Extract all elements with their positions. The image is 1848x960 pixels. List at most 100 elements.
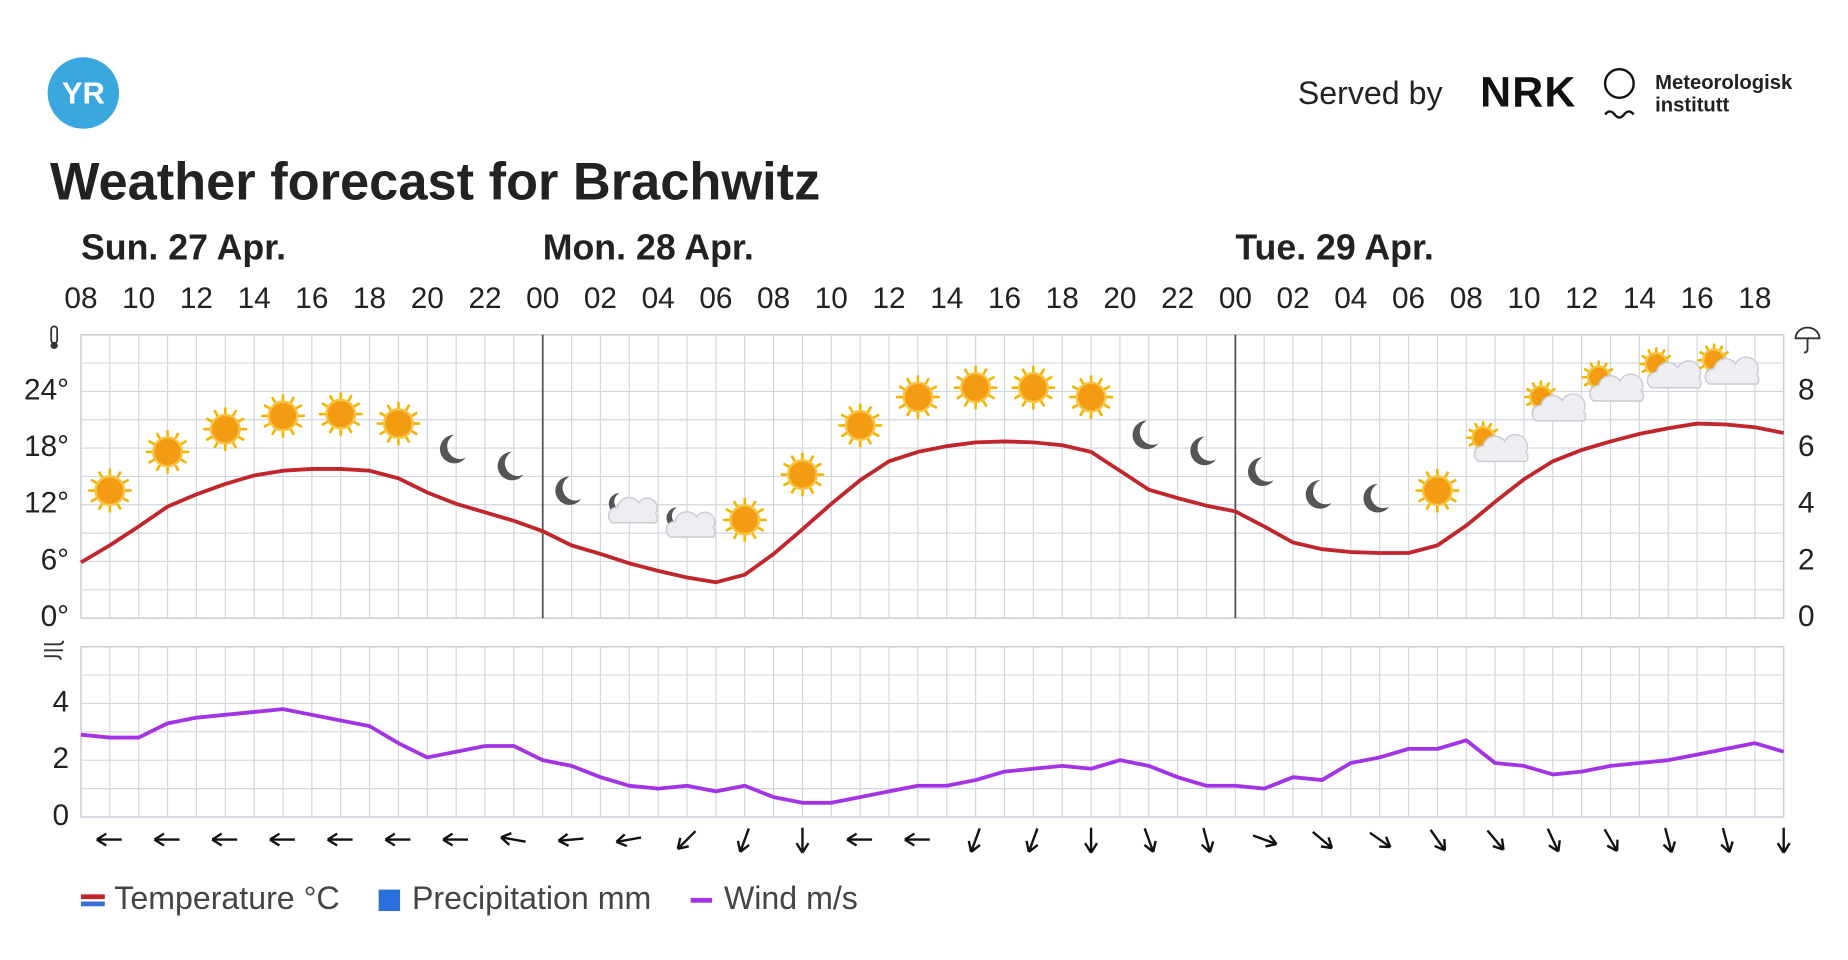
arrow-shaft bbox=[1369, 831, 1391, 848]
sun-ray bbox=[848, 406, 854, 414]
sun-disc bbox=[844, 409, 876, 441]
arrow-shaft bbox=[559, 837, 584, 842]
wind-arrow bbox=[153, 832, 180, 847]
sun-ray bbox=[294, 422, 303, 428]
umbrella-icon bbox=[1794, 326, 1821, 354]
y-tick-label: 24° bbox=[24, 373, 69, 406]
wind-arrow bbox=[1312, 831, 1334, 850]
weather-symbol bbox=[1524, 380, 1587, 422]
sun-ray bbox=[289, 427, 295, 436]
wind-arrow bbox=[500, 832, 526, 846]
x-tick-label: 12 bbox=[180, 282, 213, 315]
weather-symbol bbox=[1639, 347, 1702, 389]
sun-ray bbox=[1418, 496, 1426, 503]
sun-ray bbox=[206, 435, 214, 441]
wind-arrow bbox=[1200, 827, 1215, 854]
sun-disc bbox=[152, 436, 184, 468]
sun-ray bbox=[808, 455, 815, 463]
wind-arrow bbox=[1776, 827, 1791, 854]
weather-symbol bbox=[607, 493, 658, 524]
arrow-shaft bbox=[677, 830, 697, 849]
wind-arrow bbox=[795, 827, 810, 854]
arrow-head bbox=[1320, 836, 1334, 850]
arrow-head bbox=[1720, 841, 1734, 854]
arrow-head bbox=[96, 832, 107, 847]
x-tick-label: 04 bbox=[1334, 282, 1367, 315]
arrow-head bbox=[676, 837, 689, 851]
sun-disc bbox=[786, 459, 818, 491]
sun-ray bbox=[898, 403, 907, 409]
sun-ray bbox=[213, 409, 220, 418]
x-tick-label: 22 bbox=[468, 282, 501, 315]
moon bbox=[1132, 420, 1159, 450]
wind-arrow bbox=[1143, 828, 1157, 853]
arrow-head bbox=[1776, 842, 1791, 854]
sun-ray bbox=[1102, 403, 1111, 409]
arrow-shaft bbox=[1603, 828, 1618, 851]
sun-ray bbox=[1526, 387, 1533, 393]
sun-ray bbox=[1449, 478, 1457, 485]
sun-ray bbox=[783, 480, 791, 487]
sun-ray bbox=[981, 368, 988, 376]
sun-ray bbox=[981, 399, 988, 407]
sun-ray bbox=[1045, 393, 1053, 400]
sun-ray bbox=[790, 486, 797, 494]
sun-ray bbox=[840, 413, 849, 420]
weather-symbol bbox=[1466, 420, 1529, 463]
legend-swatch bbox=[80, 894, 105, 900]
sun-ray bbox=[1699, 364, 1706, 370]
nrk-logo: NRK bbox=[1480, 69, 1575, 117]
sun-ray bbox=[1602, 362, 1608, 369]
sun-ray bbox=[963, 399, 970, 407]
sun-disc bbox=[325, 398, 357, 430]
arrow-head bbox=[1200, 841, 1215, 854]
y2-tick-label: 2 bbox=[1798, 543, 1815, 576]
sun-ray bbox=[121, 496, 130, 503]
y-tick-label: 0° bbox=[41, 600, 69, 633]
arrow-head bbox=[1143, 840, 1157, 853]
arrow-head bbox=[500, 832, 512, 846]
sun-ray bbox=[386, 404, 393, 412]
sun-ray bbox=[98, 471, 104, 479]
arrow-head bbox=[269, 832, 281, 847]
weather-symbol bbox=[439, 434, 466, 464]
sun-ray bbox=[790, 455, 797, 463]
x-tick-label: 02 bbox=[584, 282, 617, 315]
legend-swatch bbox=[690, 897, 713, 903]
sun-ray bbox=[404, 404, 411, 412]
sun-ray bbox=[90, 478, 99, 485]
sun-ray bbox=[1079, 377, 1085, 386]
sun-ray bbox=[1607, 368, 1614, 373]
sun-disc bbox=[1075, 381, 1107, 413]
x-tick-label: 04 bbox=[642, 282, 675, 315]
weather-symbol bbox=[1415, 468, 1460, 513]
arrow-head bbox=[384, 832, 396, 847]
sun-ray bbox=[814, 462, 822, 469]
sun-ray bbox=[1545, 382, 1550, 389]
sun-ray bbox=[924, 377, 930, 386]
sun-ray bbox=[1014, 375, 1022, 382]
sun-ray bbox=[987, 375, 995, 382]
wind-arrow bbox=[1025, 828, 1039, 853]
sun-disc bbox=[382, 408, 414, 440]
arrow-head bbox=[846, 832, 858, 847]
sun-ray bbox=[148, 440, 156, 446]
arrow-head bbox=[211, 832, 223, 847]
sun-ray bbox=[236, 435, 245, 441]
x-tick-label: 08 bbox=[757, 282, 790, 315]
arrow-shaft bbox=[1143, 828, 1154, 852]
sun-ray bbox=[1549, 387, 1556, 393]
wind-arrow bbox=[269, 832, 295, 847]
sun-ray bbox=[352, 402, 360, 408]
arrow-head bbox=[1548, 840, 1561, 853]
y2-tick-label: 8 bbox=[1798, 373, 1815, 406]
sun-ray bbox=[1425, 471, 1432, 479]
weather-symbol bbox=[953, 365, 998, 410]
sun-ray bbox=[352, 420, 360, 426]
y2-tick-label: 0 bbox=[1798, 600, 1815, 633]
sun-disc bbox=[960, 372, 992, 404]
sun-ray bbox=[1487, 422, 1493, 430]
sun-ray bbox=[871, 413, 880, 420]
sun-ray bbox=[1718, 345, 1724, 352]
sun-ray bbox=[987, 393, 995, 400]
